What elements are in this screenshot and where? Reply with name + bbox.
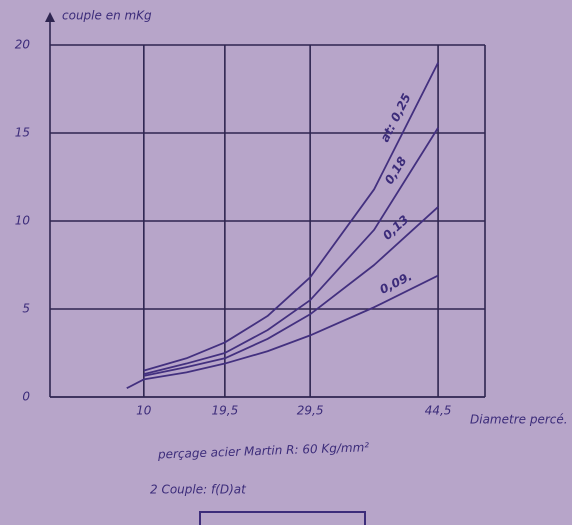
subcaption: 2 Couple: f(D)at	[150, 483, 247, 497]
y-tick-label: 0	[22, 390, 30, 404]
y-tick-label: 15	[15, 126, 30, 140]
y-tick-label: 5	[22, 302, 30, 316]
x-axis-label: Diametre percé.	[470, 413, 568, 427]
y-axis-label: couple en mKg	[62, 9, 152, 23]
y-tick-label: 20	[15, 38, 31, 52]
x-tick-label: 29,5	[297, 404, 324, 418]
x-tick-label: 19,5	[211, 404, 238, 418]
y-tick-label: 10	[15, 214, 31, 228]
chart: couple en mKg Diametre percé. perçage ac…	[0, 0, 572, 525]
x-tick-label: 10	[136, 404, 152, 418]
x-tick-label: 44,5	[425, 404, 452, 418]
